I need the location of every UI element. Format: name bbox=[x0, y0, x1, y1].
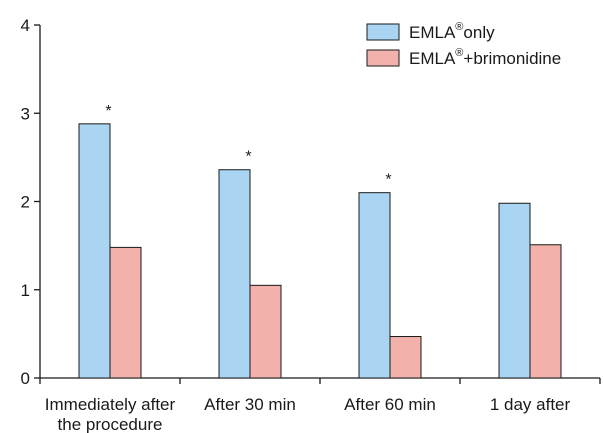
significance-marker: * bbox=[105, 103, 111, 120]
legend-label-2: EMLA®+brimonidine bbox=[409, 47, 561, 68]
category-label: 1 day after bbox=[490, 395, 571, 414]
significance-marker: * bbox=[385, 172, 391, 189]
y-tick-label: 1 bbox=[21, 281, 30, 300]
bar-series-1-2 bbox=[218, 169, 251, 379]
significance-marker: * bbox=[245, 149, 251, 166]
bars bbox=[78, 123, 562, 379]
legend-label-1: EMLA®only bbox=[409, 21, 495, 42]
legend-swatch-1 bbox=[366, 23, 400, 41]
y-tick-label: 2 bbox=[21, 193, 30, 212]
bar-series-2-1 bbox=[109, 246, 142, 379]
bar-series-2-4 bbox=[529, 244, 562, 379]
category-label: After 30 min bbox=[204, 395, 296, 414]
legend-swatch-2 bbox=[366, 49, 400, 67]
category-label: After 60 min bbox=[344, 395, 436, 414]
y-tick-label: 3 bbox=[21, 104, 30, 123]
bar-series-2-2 bbox=[249, 284, 282, 379]
category-label: the procedure bbox=[58, 415, 163, 433]
category-label: Immediately after bbox=[45, 395, 176, 414]
x-axis bbox=[39, 377, 601, 384]
y-axis: 0 1 2 3 4 bbox=[21, 16, 41, 388]
significance-markers: * * * bbox=[105, 103, 391, 189]
bar-series-1-1 bbox=[78, 123, 111, 379]
y-tick-label: 4 bbox=[21, 16, 30, 35]
bar-series-2-3 bbox=[389, 336, 422, 379]
y-tick-label: 0 bbox=[21, 369, 30, 388]
bar-series-1-4 bbox=[498, 202, 531, 379]
bar-series-1-3 bbox=[358, 192, 391, 379]
legend: EMLA®only EMLA®+brimonidine bbox=[366, 21, 561, 68]
